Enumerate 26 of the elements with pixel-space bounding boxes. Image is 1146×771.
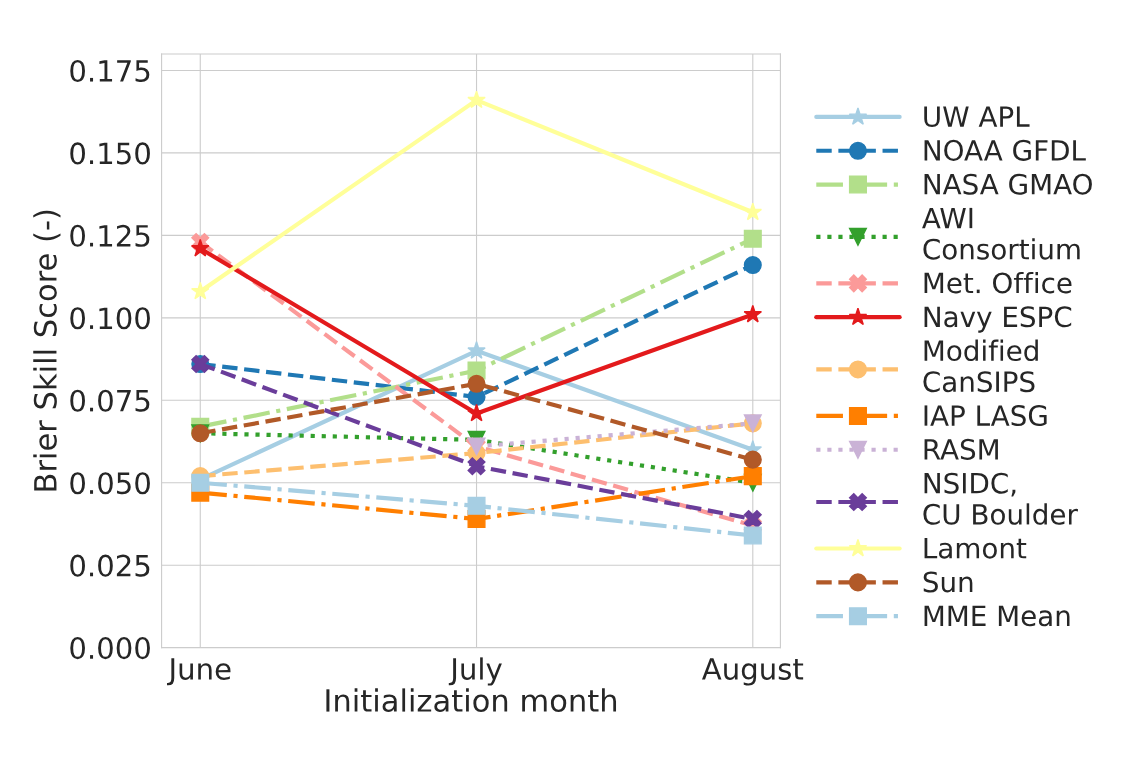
- legend-label: RASM: [924, 438, 998, 460]
- legend-label: NOAA GFDL: [924, 139, 1086, 161]
- legend-label: MME Mean: [924, 605, 1070, 627]
- legend-label: Navy ESPC: [924, 306, 1072, 333]
- legend-label: IAP LASG: [924, 405, 1047, 427]
- legend-label: UW APL: [924, 106, 1030, 128]
- legend-label: Sun: [923, 571, 973, 593]
- y-tick-label: 0.175: [70, 59, 150, 82]
- x-axis-title: Initialization month: [326, 688, 617, 713]
- x-tick-label: August: [701, 658, 804, 686]
- y-axis-title: Brier Skill Score (-): [33, 210, 61, 491]
- y-tick-label: 0.050: [70, 472, 150, 495]
- legend-label: Modified CanSIPS: [923, 339, 1038, 393]
- y-tick-label: 0.000: [70, 637, 150, 660]
- y-tick-label: 0.100: [70, 307, 150, 330]
- y-tick-label: 0.125: [70, 224, 150, 247]
- y-tick-label: 0.150: [70, 142, 150, 165]
- legend-label: Lamont: [924, 538, 1027, 559]
- x-tick-label: July: [448, 657, 502, 686]
- legend-label: Met. Office: [924, 271, 1072, 294]
- y-tick-label: 0.075: [70, 389, 150, 412]
- y-tick-label: 0.025: [70, 554, 150, 577]
- legend-label: NASA GMAO: [924, 173, 1092, 195]
- x-tick-label: June: [167, 658, 231, 686]
- legend-label: AWI Consortium: [922, 207, 1080, 260]
- legend-label: NSIDC, CU Boulder: [923, 472, 1078, 525]
